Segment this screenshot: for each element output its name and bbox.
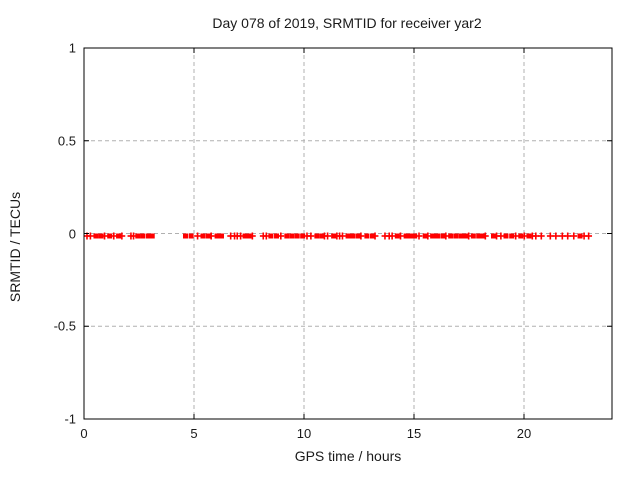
- data-point-plus: [415, 235, 423, 237]
- x-tick-label: 5: [190, 426, 198, 441]
- data-point-plus: [339, 235, 346, 237]
- data-point-plus: [324, 235, 331, 237]
- data-point-square: [458, 233, 464, 239]
- data-point-square: [294, 233, 300, 239]
- data-point-square: [274, 233, 280, 239]
- data-point-plus: [552, 235, 560, 237]
- data-point-square: [453, 233, 459, 239]
- data-point-plus: [528, 235, 536, 237]
- data-point-square: [218, 233, 224, 239]
- data-point-square: [300, 233, 306, 239]
- data-point-square: [135, 233, 141, 239]
- data-point-plus: [497, 235, 505, 237]
- data-point-plus: [86, 235, 94, 237]
- data-point-square: [145, 233, 151, 239]
- x-tick-label: 10: [296, 426, 312, 441]
- data-point-square: [408, 233, 414, 239]
- data-point-square: [577, 233, 583, 239]
- data-point-square: [188, 233, 194, 239]
- data-point-plus: [564, 235, 572, 237]
- data-point-plus: [424, 235, 432, 237]
- data-point-plus: [357, 235, 365, 237]
- data-point-plus: [481, 235, 489, 237]
- data-point-plus: [130, 235, 137, 237]
- data-point-plus: [277, 235, 285, 237]
- data-point-square: [345, 233, 351, 239]
- data-point-square: [98, 233, 104, 239]
- y-tick-label: 0: [68, 226, 76, 241]
- data-point-square: [183, 233, 188, 239]
- data-point-plus: [381, 235, 389, 237]
- y-tick-label: -0.5: [53, 318, 76, 334]
- data-point-square: [412, 233, 418, 239]
- data-point-plus: [371, 235, 379, 237]
- data-point-plus: [520, 235, 528, 237]
- data-point-square: [242, 233, 248, 239]
- data-point-plus: [397, 235, 404, 237]
- data-point-plus: [493, 235, 500, 237]
- x-tick-label: 15: [406, 426, 422, 441]
- y-tick-label: 0.5: [57, 133, 76, 149]
- data-point-square: [434, 233, 440, 239]
- data-point-plus: [262, 235, 270, 237]
- data-point-plus: [532, 235, 540, 237]
- data-point-square: [503, 233, 509, 239]
- data-point-plus: [101, 235, 108, 237]
- data-point-plus: [207, 235, 215, 237]
- data-point-plus: [227, 235, 235, 237]
- data-point-square: [448, 233, 454, 239]
- data-point-square: [518, 233, 524, 239]
- data-point-plus: [546, 235, 554, 237]
- data-point-plus: [570, 235, 578, 237]
- x-axis-label: GPS time / hours: [294, 448, 402, 464]
- data-point-square: [140, 233, 146, 239]
- data-point-plus: [307, 235, 315, 237]
- data-point-square: [350, 233, 356, 239]
- data-point-plus: [442, 235, 450, 237]
- data-point-plus: [558, 235, 566, 237]
- data-point-plus: [303, 235, 311, 237]
- data-point-square: [470, 233, 476, 239]
- data-point-plus: [465, 235, 473, 237]
- data-point-square: [289, 233, 295, 239]
- data-point-square: [268, 233, 274, 239]
- data-point-square: [149, 233, 155, 239]
- y-axis-label: SRMTID / TECUs: [7, 191, 23, 303]
- chart-title: Day 078 of 2019, SRMTID for receiver yar…: [212, 15, 482, 31]
- data-point-plus: [248, 235, 256, 237]
- data-point-square: [314, 233, 320, 239]
- x-tick-label: 20: [516, 426, 532, 441]
- data-point-square: [476, 233, 482, 239]
- data-point-plus: [512, 235, 520, 237]
- data-point-square: [93, 233, 99, 239]
- data-point-square: [200, 233, 206, 239]
- data-point-square: [284, 233, 290, 239]
- data-point-plus: [585, 235, 593, 237]
- data-point-plus: [580, 235, 588, 237]
- data-point-plus: [388, 235, 396, 237]
- data-point-square: [107, 233, 113, 239]
- y-tick-label: -1: [64, 411, 76, 427]
- data-point-square: [430, 233, 436, 239]
- data-point-square: [364, 233, 370, 239]
- data-point-plus: [237, 235, 245, 237]
- data-point-plus: [537, 235, 545, 237]
- data-point-plus: [110, 235, 118, 237]
- y-tick-label: 1: [68, 40, 76, 56]
- data-point-plus: [194, 235, 201, 237]
- data-point-plus: [118, 235, 126, 237]
- data-point-square: [214, 233, 220, 239]
- data-point-square: [509, 233, 515, 239]
- x-tick-label: 0: [80, 426, 88, 441]
- data-point-square: [403, 233, 409, 239]
